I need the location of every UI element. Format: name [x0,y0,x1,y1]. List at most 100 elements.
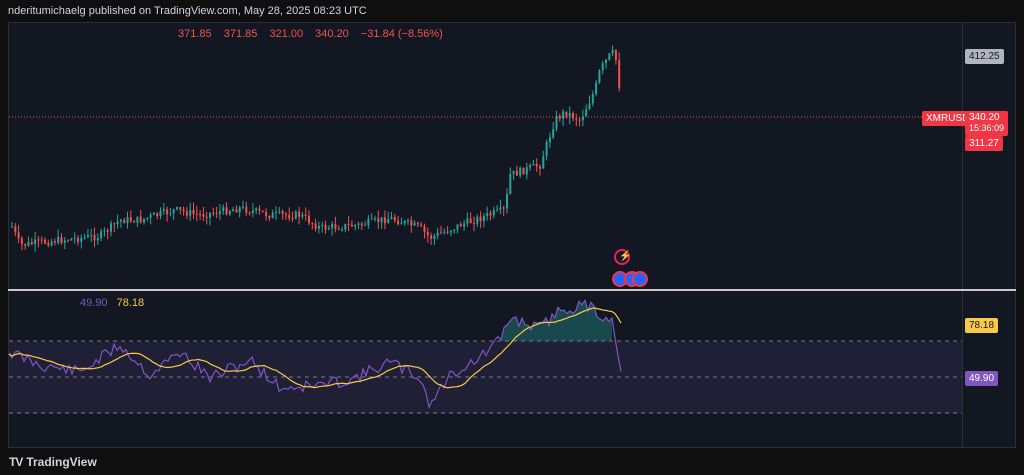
candle-body [492,210,495,216]
candle-body [433,235,436,239]
candle-body [298,211,301,217]
candle-body [539,166,541,169]
candle-body [212,212,215,214]
low-price-label: 311.27 [965,136,1003,151]
candle-body [14,226,17,233]
candle-body [113,223,116,225]
candle-body [407,220,409,222]
candle-body [456,224,459,230]
candle-body [416,222,419,225]
chart-area[interactable] [8,22,1016,448]
candle-body [57,236,60,243]
candle-body [446,231,449,233]
footer: TV TradingView [0,448,1024,475]
candle-body [578,119,581,121]
candle-body [284,213,287,215]
candle-body [473,222,475,224]
candle-body [380,217,383,223]
pane-separator[interactable] [8,289,1016,291]
candle-body [195,213,198,215]
candle-body [139,216,142,223]
candle-body [317,225,320,229]
candle-body [436,232,439,236]
candle-body [400,223,403,225]
lightning-icon[interactable]: ⚡ [614,249,631,265]
candle-body [364,225,367,227]
candle-body [453,229,456,231]
candle-body [466,218,469,224]
candle-body [20,238,23,245]
candle-body [555,116,558,130]
candle-body [301,214,304,217]
candle-body [519,167,522,176]
candle-body [73,237,76,239]
candle-body [103,230,106,232]
candle-body [179,207,182,210]
candle-body [410,220,413,226]
candle-body [522,167,525,175]
candle-body [548,137,551,143]
rsi-ma-axis-label: 78.18 [965,318,999,333]
ohlc-legend: 371.85 371.85 321.00 340.20 −31.84 (−8.5… [178,28,452,40]
symbol-label: XMRUSD [922,111,974,126]
candle-body [215,213,218,215]
last-price-label: 340.20 15:36:09 [965,111,1009,136]
candle-body [588,103,591,110]
candle-body [24,244,27,246]
rsi-value: 49.90 [80,297,108,309]
candle-body [275,212,277,214]
ohlc-low: 321.00 [269,28,304,40]
ohlc-change: −31.84 (−8.56%) [360,28,443,40]
candle-body [83,237,86,239]
candle-body [110,223,112,232]
candle-body [205,216,208,218]
candle-body [67,240,70,242]
tradingview-logo[interactable]: TV TradingView [9,455,97,469]
published-caption: nderitumichaelg published on TradingView… [8,5,367,17]
candle-body [258,208,261,211]
candle-body [532,163,535,166]
candle-body [459,224,462,227]
candle-body [308,215,310,224]
candle-body [575,118,578,120]
candle-body [37,239,40,241]
candle-body [209,212,211,218]
candle-body [304,214,307,216]
ohlc-close: 340.20 [315,28,349,40]
candle-body [143,218,145,223]
candle-body [347,224,350,226]
candle-body [53,241,56,243]
last-price-value: 340.20 [969,112,1000,123]
candle-body [601,63,604,71]
candle-body [251,210,254,213]
candle-body [50,241,53,246]
candle-body [169,213,172,215]
candle-body [585,109,588,117]
candle-body [426,231,429,236]
candle-body [506,193,508,209]
rsi-ma-line [8,307,622,389]
candle-body [100,231,103,239]
candle-body [387,218,390,224]
candle-body [423,226,426,232]
candle-body [182,209,185,212]
candle-body [608,53,611,60]
candle-body [558,116,561,119]
rsi-legend: 49.90 78.18 [80,297,144,309]
candle-body [562,111,565,119]
candle-body [40,239,43,241]
candle-body [324,224,327,230]
candle-body [235,209,238,213]
candle-body [192,210,195,214]
candle-body [136,216,139,223]
candle-body [271,212,274,219]
candle-body [248,212,251,214]
us-flag-icon[interactable] [632,271,648,287]
rsi-ma-value: 78.18 [116,297,145,309]
ohlc-open: 371.85 [178,28,212,40]
candle-body [479,216,482,222]
candle-body [156,213,159,217]
candle-body [331,224,334,229]
candle-body [60,236,63,243]
